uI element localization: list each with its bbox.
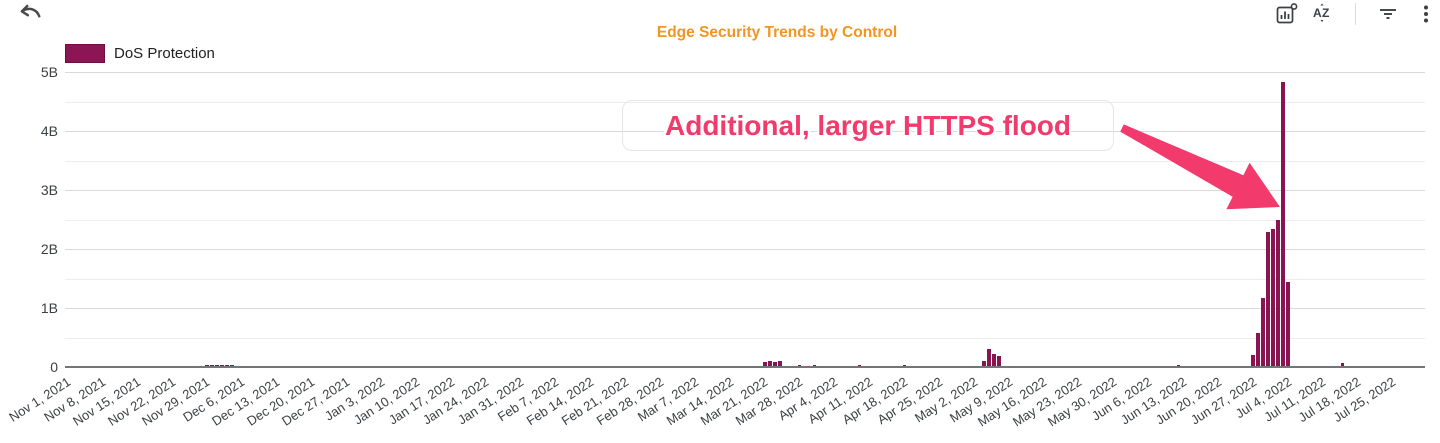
bar[interactable] (210, 365, 214, 366)
y-tick-label: 2B (40, 241, 58, 257)
sort-az-button[interactable]: A Z (1308, 2, 1336, 30)
legend-swatch-dos-protection (65, 44, 105, 63)
annotation-text: Additional, larger HTTPS flood (665, 109, 1071, 141)
bar[interactable] (778, 361, 782, 366)
gridline (65, 308, 1425, 309)
bar[interactable] (230, 365, 234, 366)
page-title: Edge Security Trends by Control (656, 24, 898, 41)
gridline (65, 72, 1425, 73)
bar[interactable] (1286, 282, 1290, 366)
bar[interactable] (992, 354, 996, 366)
filter-icon (1376, 2, 1400, 31)
gridline (65, 190, 1425, 191)
bar[interactable] (205, 365, 209, 366)
gridline (65, 101, 1425, 103)
bar[interactable] (215, 365, 219, 366)
gridline (65, 249, 1425, 250)
bar[interactable] (813, 365, 817, 366)
chart-settings-icon (1274, 2, 1298, 31)
bar[interactable] (997, 356, 1001, 366)
gridline (65, 219, 1425, 221)
bar[interactable] (1276, 220, 1280, 366)
x-axis-line (65, 366, 1425, 368)
toolbar: Edge Security Trends by Control A Z (0, 0, 1440, 41)
svg-text:A: A (1313, 6, 1322, 20)
bar[interactable] (982, 361, 986, 366)
bar[interactable] (220, 365, 224, 366)
y-tick-label: 4B (40, 123, 58, 139)
bar[interactable] (773, 362, 777, 366)
undo-button[interactable] (16, 1, 44, 29)
bar[interactable] (857, 365, 862, 366)
gridline (65, 278, 1425, 280)
y-tick-label: 0 (50, 359, 58, 375)
bar[interactable] (1266, 232, 1270, 366)
gridline (65, 160, 1425, 162)
svg-text:Z: Z (1322, 6, 1329, 20)
legend: DoS Protection (65, 44, 215, 63)
chart-settings-button[interactable] (1272, 2, 1300, 30)
y-tick-label: 3B (40, 182, 58, 198)
annotation-textbox[interactable]: Additional, larger HTTPS flood (622, 100, 1114, 151)
gridline (65, 337, 1425, 339)
bar[interactable] (902, 365, 907, 366)
toolbar-divider (1355, 3, 1356, 25)
gridline (65, 131, 1425, 132)
kebab-menu-icon (1414, 2, 1438, 31)
bar[interactable] (763, 362, 767, 366)
undo-icon (17, 0, 43, 31)
bar[interactable] (1256, 333, 1260, 366)
y-tick-label: 1B (40, 300, 58, 316)
bar[interactable] (987, 349, 991, 366)
bar[interactable] (768, 361, 772, 366)
y-tick-label: 5B (40, 64, 58, 80)
legend-label: DoS Protection (114, 45, 215, 62)
more-options-button[interactable] (1412, 2, 1440, 30)
bar[interactable] (1251, 355, 1255, 366)
bar[interactable] (1341, 363, 1345, 366)
filter-button[interactable] (1374, 2, 1402, 30)
bar[interactable] (1176, 365, 1181, 366)
bar[interactable] (1261, 298, 1265, 366)
bar[interactable] (1281, 82, 1285, 366)
bar[interactable] (225, 365, 229, 366)
bar[interactable] (798, 365, 802, 366)
sort-az-icon: A Z (1309, 1, 1335, 32)
bar[interactable] (1271, 229, 1275, 366)
